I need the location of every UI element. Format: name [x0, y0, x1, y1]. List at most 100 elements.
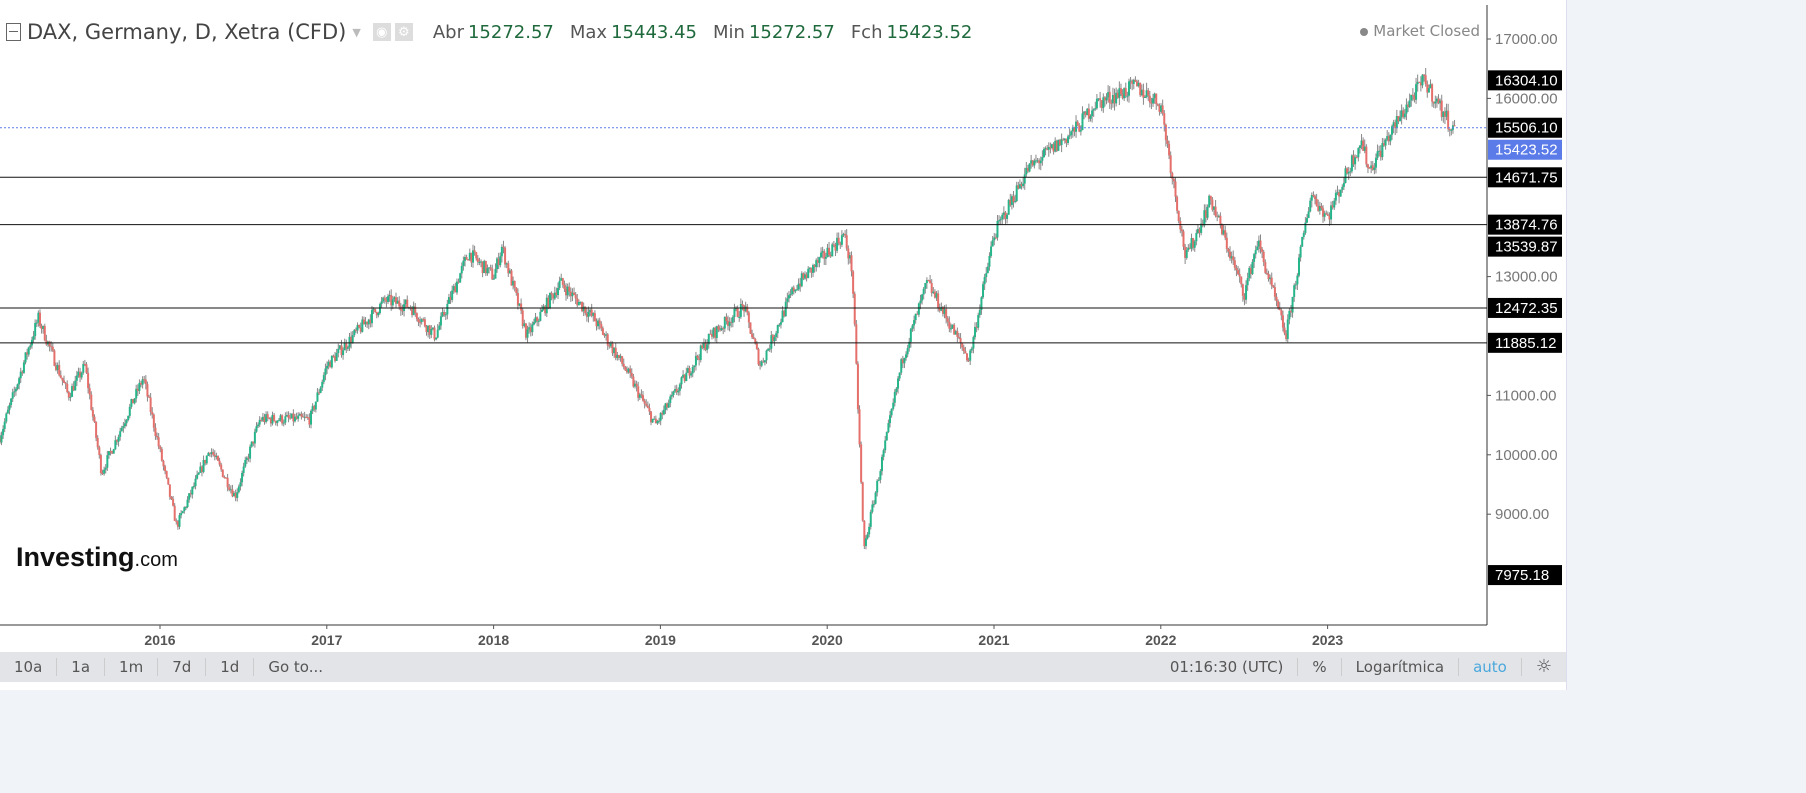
- candle: [775, 333, 778, 337]
- range-10y-button[interactable]: 10a: [0, 658, 58, 676]
- candle: [524, 323, 527, 338]
- candle: [1235, 267, 1238, 271]
- candle: [417, 319, 420, 323]
- candle: [901, 359, 904, 364]
- candle: [369, 319, 372, 324]
- candle: [877, 479, 880, 481]
- settings-gear-icon[interactable]: ☼: [1535, 656, 1552, 677]
- candle: [244, 459, 247, 467]
- candle: [343, 343, 346, 351]
- x-tick-label: 2021: [978, 632, 1009, 648]
- candle: [513, 280, 516, 288]
- candle: [832, 244, 835, 246]
- candle: [694, 355, 697, 366]
- candle: [648, 407, 651, 412]
- range-1d-button[interactable]: 1d: [206, 658, 255, 676]
- candle: [688, 368, 691, 376]
- candle: [1071, 127, 1074, 132]
- price-label: 15423.52: [1495, 142, 1558, 159]
- candle: [568, 286, 571, 292]
- chevron-down-icon[interactable]: ▼: [352, 25, 361, 39]
- price-label: 13874.76: [1495, 217, 1558, 234]
- candle: [925, 280, 928, 284]
- candle: [1306, 218, 1309, 223]
- candle: [818, 257, 821, 263]
- candle: [767, 348, 770, 351]
- candle: [451, 290, 454, 300]
- candle: [664, 403, 667, 410]
- candle: [297, 415, 300, 419]
- candle: [1322, 208, 1325, 217]
- candle: [1399, 117, 1402, 122]
- candle: [1148, 95, 1151, 103]
- collapse-icon[interactable]: [6, 23, 21, 41]
- range-1m-button[interactable]: 1m: [105, 658, 159, 676]
- candle: [140, 382, 143, 385]
- log-scale-toggle[interactable]: Logarítmica: [1342, 658, 1460, 676]
- candle: [985, 273, 988, 278]
- candle: [736, 308, 739, 317]
- candle: [53, 350, 56, 366]
- candle: [956, 331, 959, 337]
- candle: [848, 255, 851, 259]
- candle: [75, 375, 78, 381]
- candle: [452, 286, 455, 291]
- candle: [1216, 215, 1219, 217]
- close-value: 15423.52: [886, 21, 973, 43]
- candle: [645, 403, 648, 406]
- candle: [842, 233, 845, 236]
- candle: [792, 287, 795, 292]
- candle: [1330, 205, 1333, 220]
- candle: [1212, 206, 1215, 210]
- candle: [67, 391, 70, 398]
- candle: [96, 437, 99, 448]
- candle: [88, 388, 91, 395]
- candle: [5, 413, 8, 422]
- candle: [927, 280, 930, 282]
- candle: [1070, 131, 1073, 136]
- candle: [141, 379, 144, 385]
- candle: [840, 235, 843, 245]
- candle: [1179, 221, 1182, 230]
- candle: [1365, 146, 1368, 165]
- go-to-button[interactable]: Go to...: [268, 658, 324, 676]
- candle: [1254, 250, 1257, 255]
- clock-display[interactable]: 01:16:30 (UTC): [1156, 658, 1299, 676]
- candle: [1314, 196, 1317, 200]
- candle: [467, 259, 470, 261]
- candle: [1063, 138, 1066, 141]
- y-tick-label: 10000.00: [1495, 447, 1558, 464]
- candle: [1301, 236, 1304, 247]
- candle: [1315, 199, 1318, 206]
- candle: [1192, 238, 1195, 248]
- candle: [887, 423, 890, 433]
- candle: [913, 320, 916, 326]
- candle: [903, 357, 906, 364]
- eye-icon[interactable]: ◉: [372, 23, 391, 41]
- price-label-box: [1488, 167, 1562, 188]
- candle: [449, 297, 452, 300]
- candle: [305, 416, 308, 418]
- candle: [1094, 108, 1097, 110]
- x-tick-label: 2022: [1145, 632, 1176, 648]
- candle: [1378, 150, 1381, 152]
- candle: [1163, 113, 1166, 125]
- candle: [585, 313, 588, 317]
- price-chart[interactable]: 17000.00 16000.00 13000.00 11000.00 10000.00…: [0, 0, 1566, 650]
- candle: [617, 354, 620, 358]
- percent-toggle[interactable]: %: [1298, 658, 1342, 676]
- range-1y-button[interactable]: 1a: [57, 658, 106, 676]
- price-label-box: [1488, 236, 1562, 257]
- symbol-title[interactable]: DAX, Germany, D, Xetra (CFD): [27, 20, 347, 44]
- auto-scale-toggle[interactable]: auto: [1459, 658, 1522, 676]
- candle: [231, 489, 234, 497]
- candle: [1127, 81, 1130, 96]
- candle: [701, 345, 704, 349]
- price-label-box: [1488, 332, 1562, 353]
- candle: [1119, 88, 1122, 95]
- range-7d-button[interactable]: 7d: [158, 658, 207, 676]
- candle: [220, 464, 223, 470]
- gear-icon[interactable]: ⚙: [394, 23, 413, 41]
- candle: [226, 477, 229, 488]
- candle: [940, 306, 943, 311]
